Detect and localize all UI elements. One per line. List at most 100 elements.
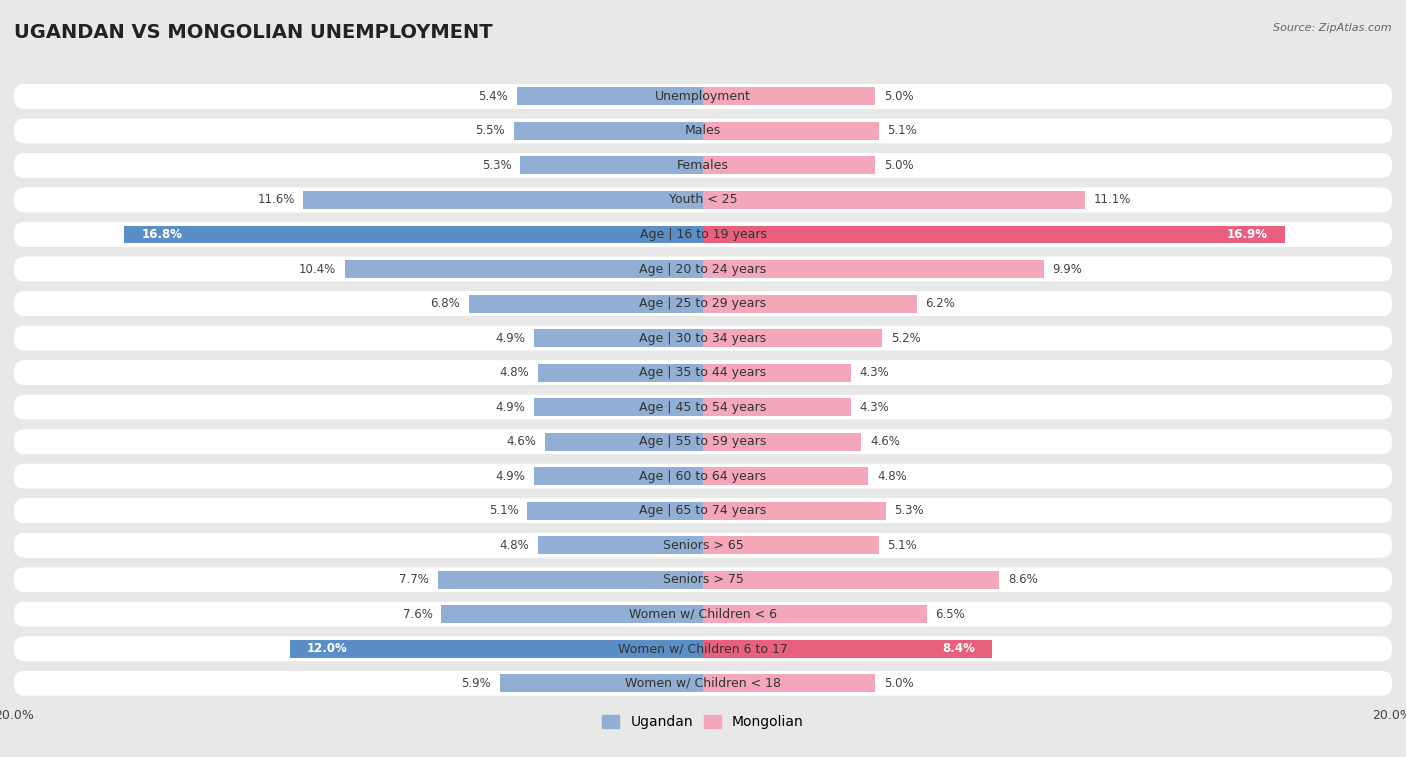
Text: 7.6%: 7.6% xyxy=(402,608,433,621)
FancyBboxPatch shape xyxy=(14,119,1392,143)
Text: 8.6%: 8.6% xyxy=(1008,573,1038,586)
Text: 16.9%: 16.9% xyxy=(1227,228,1268,241)
Bar xyxy=(703,536,879,554)
Bar xyxy=(290,640,703,658)
Bar xyxy=(703,88,875,105)
Bar xyxy=(468,294,703,313)
FancyBboxPatch shape xyxy=(14,602,1392,627)
Text: 4.8%: 4.8% xyxy=(499,539,529,552)
Text: 4.3%: 4.3% xyxy=(859,400,890,413)
Text: Age | 16 to 19 years: Age | 16 to 19 years xyxy=(640,228,766,241)
Text: Women w/ Children 6 to 17: Women w/ Children 6 to 17 xyxy=(619,642,787,656)
Text: Women w/ Children < 6: Women w/ Children < 6 xyxy=(628,608,778,621)
Text: 4.3%: 4.3% xyxy=(859,366,890,379)
Bar xyxy=(344,260,703,278)
Bar xyxy=(499,674,703,692)
Text: 5.0%: 5.0% xyxy=(884,90,914,103)
Text: 5.1%: 5.1% xyxy=(887,124,917,138)
Bar xyxy=(304,191,703,209)
Text: Age | 35 to 44 years: Age | 35 to 44 years xyxy=(640,366,766,379)
Bar xyxy=(537,536,703,554)
Text: 4.8%: 4.8% xyxy=(877,469,907,483)
Text: Women w/ Children < 18: Women w/ Children < 18 xyxy=(626,677,780,690)
Text: 9.9%: 9.9% xyxy=(1053,263,1083,276)
Text: 6.8%: 6.8% xyxy=(430,297,460,310)
Bar xyxy=(527,502,703,519)
Bar xyxy=(520,157,703,174)
Bar xyxy=(703,606,927,623)
Text: 10.4%: 10.4% xyxy=(299,263,336,276)
Text: Age | 55 to 59 years: Age | 55 to 59 years xyxy=(640,435,766,448)
Bar xyxy=(534,467,703,485)
Text: 5.2%: 5.2% xyxy=(891,332,921,344)
Bar xyxy=(703,363,851,382)
Text: 4.6%: 4.6% xyxy=(506,435,536,448)
FancyBboxPatch shape xyxy=(14,567,1392,592)
Bar xyxy=(703,260,1045,278)
FancyBboxPatch shape xyxy=(14,188,1392,213)
Text: 8.4%: 8.4% xyxy=(942,642,976,656)
FancyBboxPatch shape xyxy=(14,222,1392,247)
Bar xyxy=(703,640,993,658)
Text: 4.6%: 4.6% xyxy=(870,435,900,448)
Text: 6.2%: 6.2% xyxy=(925,297,955,310)
FancyBboxPatch shape xyxy=(14,291,1392,316)
Bar xyxy=(703,226,1285,244)
Bar xyxy=(703,674,875,692)
Bar xyxy=(517,88,703,105)
Text: 5.3%: 5.3% xyxy=(482,159,512,172)
FancyBboxPatch shape xyxy=(14,257,1392,282)
Text: 4.8%: 4.8% xyxy=(499,366,529,379)
Text: Males: Males xyxy=(685,124,721,138)
Bar xyxy=(703,122,879,140)
Text: 4.9%: 4.9% xyxy=(496,469,526,483)
FancyBboxPatch shape xyxy=(14,637,1392,661)
Text: 4.9%: 4.9% xyxy=(496,400,526,413)
Bar xyxy=(703,398,851,416)
Text: 6.5%: 6.5% xyxy=(935,608,966,621)
Bar xyxy=(124,226,703,244)
Bar xyxy=(513,122,703,140)
Bar xyxy=(441,606,703,623)
Text: Females: Females xyxy=(678,159,728,172)
Text: 11.1%: 11.1% xyxy=(1094,194,1132,207)
FancyBboxPatch shape xyxy=(14,326,1392,350)
Bar xyxy=(703,467,869,485)
Bar xyxy=(703,433,862,450)
Text: 16.8%: 16.8% xyxy=(142,228,183,241)
Text: Seniors > 65: Seniors > 65 xyxy=(662,539,744,552)
Text: 11.6%: 11.6% xyxy=(257,194,295,207)
FancyBboxPatch shape xyxy=(14,360,1392,385)
Text: Age | 45 to 54 years: Age | 45 to 54 years xyxy=(640,400,766,413)
Bar xyxy=(703,571,1000,589)
Text: 5.4%: 5.4% xyxy=(478,90,509,103)
Text: Unemployment: Unemployment xyxy=(655,90,751,103)
FancyBboxPatch shape xyxy=(14,394,1392,419)
Bar xyxy=(703,294,917,313)
Bar xyxy=(437,571,703,589)
Text: Seniors > 75: Seniors > 75 xyxy=(662,573,744,586)
Text: Age | 20 to 24 years: Age | 20 to 24 years xyxy=(640,263,766,276)
FancyBboxPatch shape xyxy=(14,671,1392,696)
Text: Age | 25 to 29 years: Age | 25 to 29 years xyxy=(640,297,766,310)
FancyBboxPatch shape xyxy=(14,498,1392,523)
Bar xyxy=(534,329,703,347)
Text: Age | 65 to 74 years: Age | 65 to 74 years xyxy=(640,504,766,517)
Text: 5.5%: 5.5% xyxy=(475,124,505,138)
Text: 5.0%: 5.0% xyxy=(884,677,914,690)
Text: 5.1%: 5.1% xyxy=(489,504,519,517)
Bar xyxy=(703,157,875,174)
Bar xyxy=(537,363,703,382)
Bar xyxy=(544,433,703,450)
Text: UGANDAN VS MONGOLIAN UNEMPLOYMENT: UGANDAN VS MONGOLIAN UNEMPLOYMENT xyxy=(14,23,492,42)
Text: 12.0%: 12.0% xyxy=(307,642,347,656)
Bar xyxy=(703,502,886,519)
Bar xyxy=(703,191,1085,209)
FancyBboxPatch shape xyxy=(14,84,1392,109)
Text: 5.9%: 5.9% xyxy=(461,677,491,690)
Text: Age | 60 to 64 years: Age | 60 to 64 years xyxy=(640,469,766,483)
Bar xyxy=(534,398,703,416)
FancyBboxPatch shape xyxy=(14,153,1392,178)
Text: 5.1%: 5.1% xyxy=(887,539,917,552)
FancyBboxPatch shape xyxy=(14,429,1392,454)
